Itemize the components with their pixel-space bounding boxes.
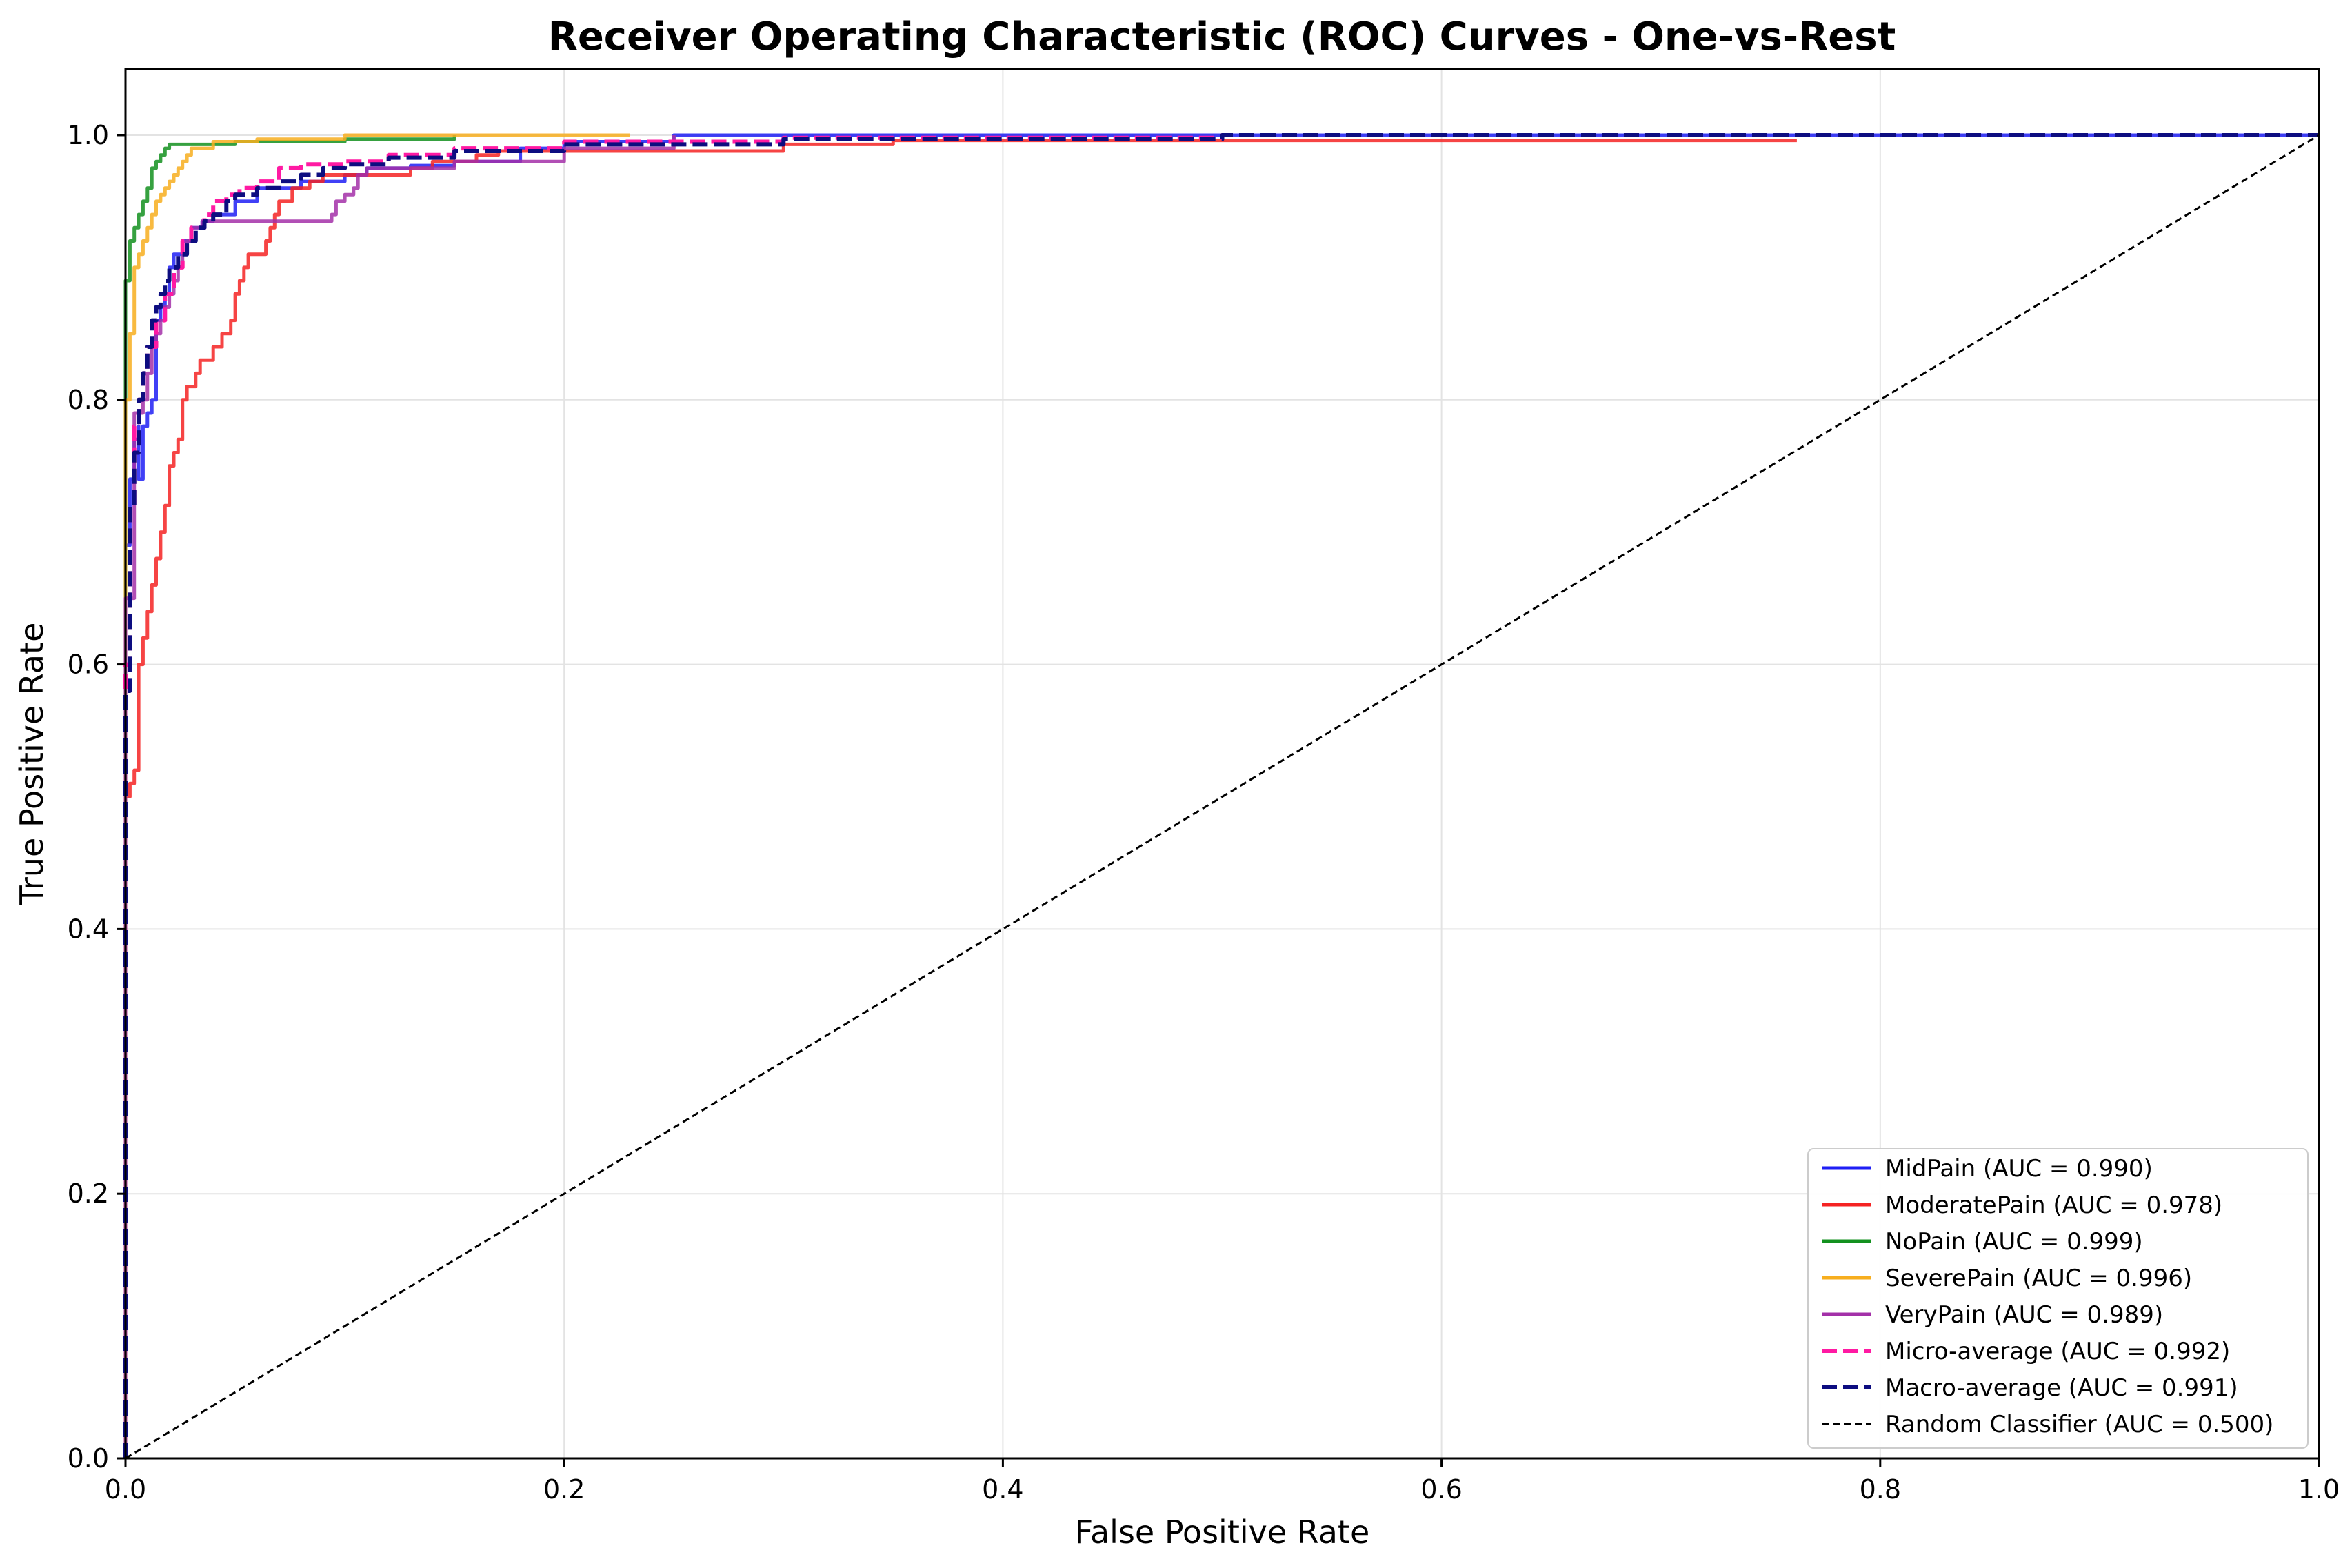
legend-entry: ModeratePain (AUC = 0.978) bbox=[1885, 1192, 2222, 1219]
x-tick-label: 0.2 bbox=[543, 1474, 585, 1505]
legend-entry: Macro-average (AUC = 0.991) bbox=[1885, 1374, 2238, 1402]
legend-entry: Micro-average (AUC = 0.992) bbox=[1885, 1338, 2230, 1365]
series-line-7 bbox=[125, 134, 2320, 1460]
x-axis-label: False Positive Rate bbox=[1075, 1514, 1370, 1551]
series-line-3 bbox=[123, 133, 630, 1458]
chart-title: Receiver Operating Characteristic (ROC) … bbox=[548, 14, 1896, 59]
y-axis-ticks: 0.0 0.2 0.4 0.6 0.8 1.0 bbox=[68, 120, 125, 1474]
x-axis-ticks: 0.0 0.2 0.4 0.6 0.8 1.0 bbox=[105, 1458, 2340, 1505]
y-tick-label: 0.4 bbox=[68, 914, 109, 944]
legend-entry: NoPain (AUC = 0.999) bbox=[1885, 1228, 2143, 1256]
legend-entry: Random Classifier (AUC = 0.500) bbox=[1885, 1411, 2273, 1438]
x-tick-label: 0.0 bbox=[105, 1474, 146, 1505]
series-line-6 bbox=[123, 133, 2319, 1458]
legend-entry: SeverePain (AUC = 0.996) bbox=[1885, 1265, 2192, 1292]
y-tick-label: 0.2 bbox=[68, 1178, 109, 1209]
series-layer bbox=[123, 133, 2320, 1460]
y-tick-label: 0.6 bbox=[68, 650, 109, 680]
x-tick-label: 0.8 bbox=[1860, 1474, 1901, 1505]
plot-frame bbox=[124, 68, 2320, 1460]
x-tick-label: 0.4 bbox=[982, 1474, 1023, 1505]
legend-box bbox=[1807, 1148, 2309, 1449]
series-line-4 bbox=[123, 135, 676, 1458]
grid bbox=[125, 69, 2320, 1459]
legend-entry: VeryPain (AUC = 0.989) bbox=[1885, 1301, 2163, 1329]
legend-entry: MidPain (AUC = 0.990) bbox=[1885, 1155, 2153, 1183]
x-tick-label: 1.0 bbox=[2298, 1474, 2340, 1505]
y-tick-label: 0.0 bbox=[68, 1443, 109, 1474]
series-line-2 bbox=[123, 135, 456, 1458]
legend: MidPain (AUC = 0.990) ModeratePain (AUC =… bbox=[1807, 1148, 2309, 1449]
y-tick-label: 1.0 bbox=[68, 120, 109, 150]
y-tick-label: 0.8 bbox=[68, 385, 109, 415]
x-tick-label: 0.6 bbox=[1420, 1474, 1462, 1505]
y-axis-label: True Positive Rate bbox=[13, 623, 50, 906]
